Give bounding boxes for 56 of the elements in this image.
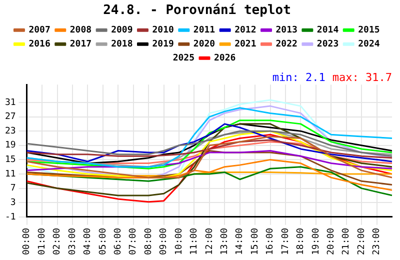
legend-label: 2019 [152,39,174,50]
x-tick-label: 03:00 [68,228,78,255]
text: min: 2.1 [272,70,326,84]
y-tick-label: 19 [4,140,16,151]
x-tick-label: 07:00 [128,228,139,255]
x-tick-label: 17:00 [280,228,291,255]
legend-label: 2021 [234,39,256,50]
legend-label: 2023 [316,39,339,50]
legend-label: 2024 [358,39,380,50]
legend-label: 2012 [234,25,256,36]
legend-label: 2014 [316,25,340,36]
x-tick-label: 19:00 [311,228,322,255]
x-tick-label: 00:00 [22,228,32,255]
legend-label: 2015 [358,25,380,36]
legend-label: 2010 [152,25,174,36]
x-tick-label: 13:00 [220,228,230,255]
legend-label: 2007 [28,25,50,36]
legend-label: 2022 [276,39,298,50]
x-tick-label: 09:00 [159,228,170,255]
legend-label: 2008 [70,25,92,36]
y-tick-label: 31 [4,98,16,108]
legend-label: 2009 [111,25,133,36]
x-tick-label: 12:00 [204,228,215,255]
x-tick-label: 10:00 [174,228,184,255]
x-tick-label: 05:00 [98,228,108,255]
legend-label: 2013 [276,25,298,36]
x-tick-label: 06:00 [113,228,124,255]
legend-label: 2017 [70,39,92,50]
legend-label: 2016 [28,39,50,50]
x-tick-label: 04:00 [83,228,94,255]
y-tick-label: 3 [10,198,16,208]
x-tick-label: 20:00 [326,228,336,255]
y-tick-label: 11 [4,169,16,180]
y-tick-label: 7 [10,184,16,194]
x-tick-label: 11:00 [190,228,200,255]
x-tick-label: 14:00 [235,228,246,255]
x-tick-label: 22:00 [356,228,367,255]
y-tick-label: -1 [4,212,16,222]
y-tick-label: 15 [4,155,16,166]
chart-title: 24.8. - Porovnání teplot [103,3,291,18]
x-tick-label: 18:00 [296,228,306,255]
x-tick-label: 02:00 [52,228,63,255]
x-tick-label: 08:00 [144,228,154,255]
text: max: 31.7 [332,70,392,84]
legend-label: 2018 [111,39,133,50]
y-tick-label: 23 [4,126,16,136]
x-tick-label: 01:00 [37,228,48,255]
text: 2025 [172,53,195,64]
y-tick-label: 27 [4,112,16,122]
x-tick-label: 15:00 [250,228,260,255]
legend-label: 2011 [193,25,216,36]
x-tick-label: 21:00 [342,228,352,255]
legend-label: 2026 [214,53,236,64]
x-tick-label: 23:00 [372,228,382,255]
legend-label: 2020 [193,39,216,50]
x-tick-label: 16:00 [266,228,276,255]
